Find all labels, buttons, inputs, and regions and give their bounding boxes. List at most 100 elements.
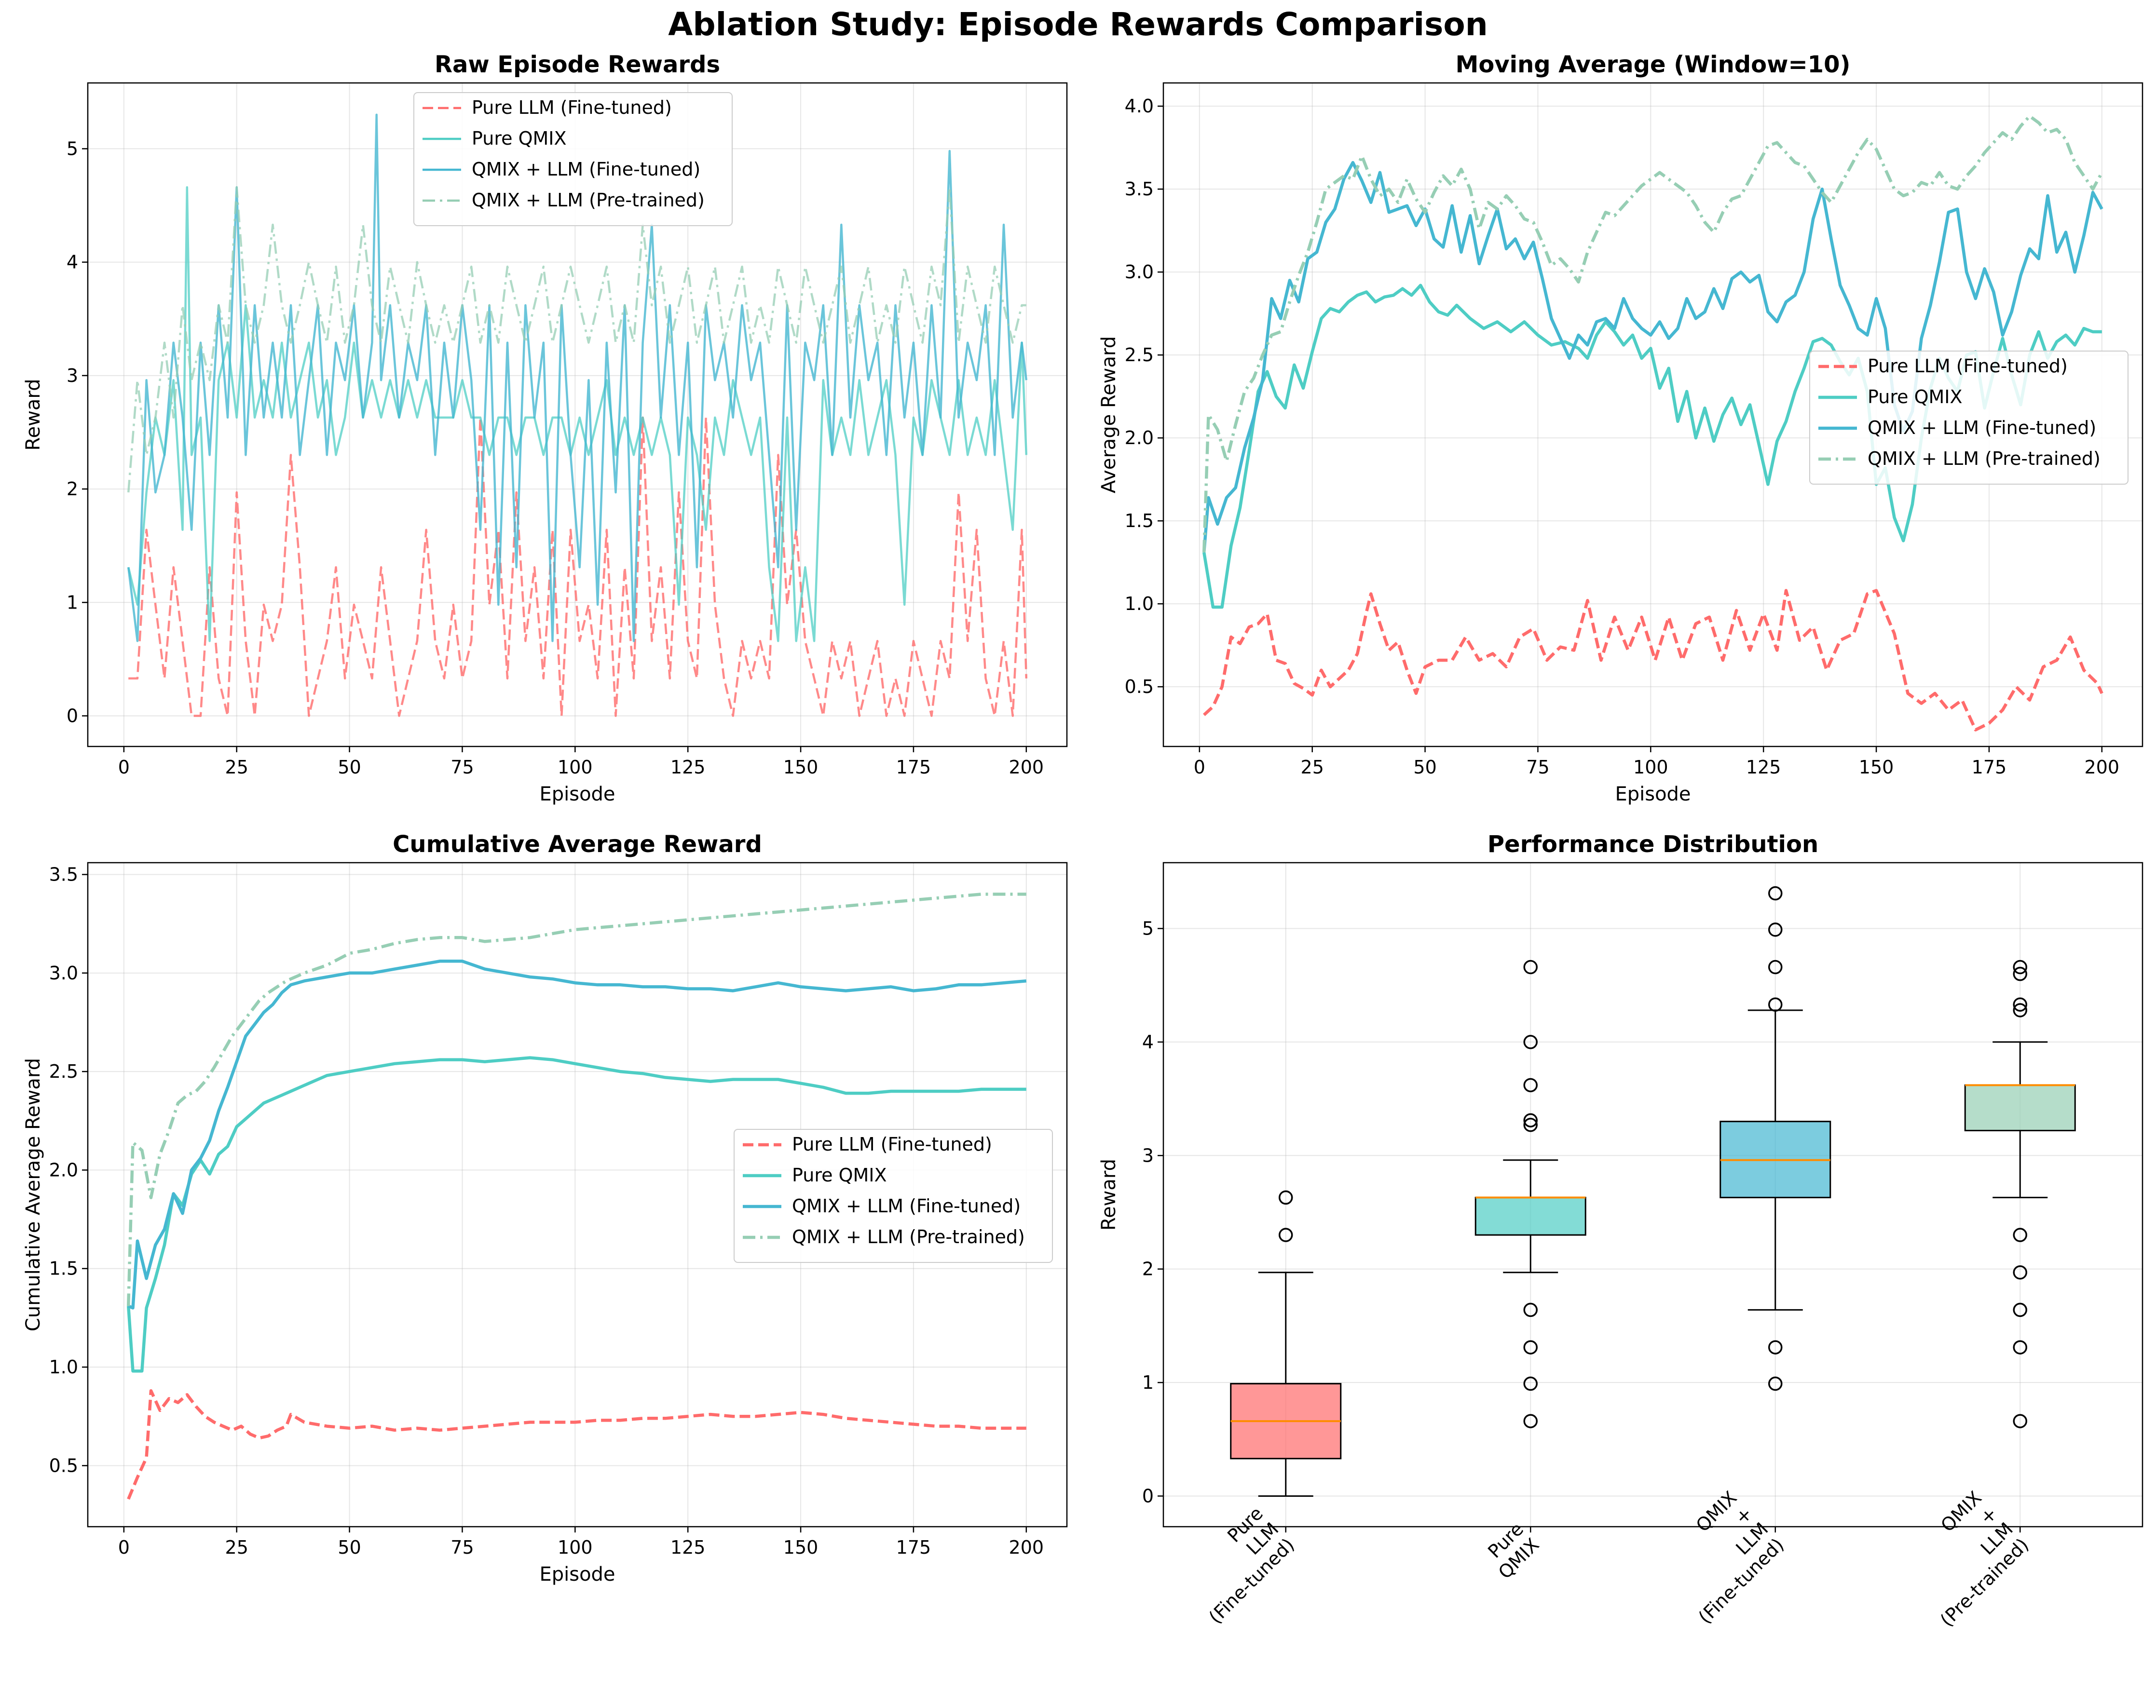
y-tick-label: 2	[1142, 1259, 1154, 1280]
y-tick-label: 0.5	[49, 1455, 78, 1476]
box-outlier	[1523, 1078, 1538, 1093]
box-outlier	[1279, 1228, 1293, 1242]
series-line	[127, 960, 1027, 1310]
legend-entry: QMIX + LLM (Fine-tuned)	[1868, 417, 2096, 438]
y-axis-label: Cumulative Average Reward	[22, 1058, 44, 1331]
y-tick-label: 1.5	[49, 1258, 78, 1279]
y-tick-label: 1.5	[1125, 510, 1154, 531]
box-outlier	[1523, 1035, 1538, 1049]
y-tick-label: 2.5	[49, 1061, 78, 1082]
series-line	[126, 1056, 1026, 1373]
box-outlier	[1768, 922, 1783, 937]
box-body	[1474, 1196, 1586, 1236]
x-tick-label: 150	[783, 1537, 819, 1558]
figure-title: Ablation Study: Episode Rewards Comparis…	[668, 6, 1488, 43]
x-tick-label: 100	[558, 757, 593, 778]
x-tick-label: 50	[338, 1537, 361, 1558]
x-tick-label: 50	[338, 757, 361, 778]
y-tick-label: 5	[1142, 918, 1154, 939]
box-outlier	[2013, 960, 2027, 975]
series-line	[1202, 114, 2103, 553]
legend-entry: QMIX + LLM (Fine-tuned)	[792, 1195, 1021, 1217]
box-outlier	[2013, 1265, 2027, 1280]
y-tick-label: 1.0	[1125, 593, 1154, 614]
box-outlier	[1523, 1376, 1538, 1391]
x-tick-label: 125	[670, 757, 706, 778]
legend-entry: QMIX + LLM (Pre-trained)	[792, 1226, 1025, 1247]
box-outlier	[1523, 1113, 1538, 1128]
x-tick-label: 75	[450, 757, 474, 778]
box-outlier	[2013, 1340, 2027, 1355]
y-tick-label: 3.5	[49, 864, 78, 885]
y-tick-label: 3	[67, 365, 78, 386]
x-tick-label: 25	[225, 757, 248, 778]
legend-entry: QMIX + LLM (Pre-trained)	[1868, 448, 2101, 469]
panel-cumulative: 0.5 1.0 1.5 2.0 2.5 3.0 3.5 0 25 50 75 100 125 150 175…	[22, 831, 1068, 1586]
y-tick-label: 3.5	[1125, 178, 1154, 200]
series-line	[1202, 589, 2103, 732]
x-tick-label: 25	[1301, 757, 1324, 778]
x-tick-label: 175	[1972, 757, 2007, 778]
box-outlier	[2013, 997, 2027, 1012]
y-tick-label: 2	[67, 478, 78, 500]
legend-entry: Pure LLM (Fine-tuned)	[792, 1134, 992, 1155]
x-tick-label: 0	[118, 1537, 130, 1558]
y-tick-label: 2.0	[1125, 427, 1154, 448]
box-outlier	[1523, 1302, 1538, 1317]
axes-frame	[1162, 862, 2143, 1528]
x-tick-label: 0	[1194, 757, 1205, 778]
series-line	[126, 893, 1026, 1306]
series-line	[127, 186, 1026, 493]
legend-entry: Pure LLM (Fine-tuned)	[472, 97, 672, 118]
box-outlier	[2013, 966, 2027, 981]
x-tick-label: PureQMIX	[1478, 1518, 1543, 1583]
y-tick-label: 5	[67, 138, 78, 159]
x-tick-label: 150	[783, 757, 819, 778]
x-tick-label: 125	[670, 1537, 706, 1558]
box-outlier	[1768, 1340, 1783, 1355]
box-outlier	[1523, 1117, 1538, 1132]
x-tick-label: PureLLM(Fine-tuned)	[1174, 1503, 1299, 1628]
box-outlier	[1768, 997, 1783, 1012]
panel-title: Cumulative Average Reward	[393, 831, 762, 858]
y-tick-label: 1	[67, 592, 78, 613]
y-axis-label: Reward	[22, 379, 44, 451]
legend-entry: Pure QMIX	[792, 1165, 887, 1186]
series-line	[1202, 161, 2103, 553]
panel-moving: 0.5 1.0 1.5 2.0 2.5 3.0 3.5 4.0 0 25 50 75 100 125 150…	[1098, 51, 2143, 805]
x-tick-label: QMIX+LLM(Fine-tuned)	[1647, 1487, 1788, 1628]
x-tick-label: 100	[1633, 757, 1668, 778]
panel-title: Moving Average (Window=10)	[1456, 51, 1851, 78]
series-line	[127, 1389, 1026, 1500]
legend-box	[734, 1129, 1053, 1263]
y-tick-label: 0.5	[1125, 676, 1154, 697]
y-tick-label: 4	[67, 252, 78, 273]
x-tick-label: 200	[1009, 1537, 1044, 1558]
panel-dist: 0 1 2 3 4 5 Performance Distribution Reward Pure…	[1098, 831, 2143, 1631]
y-tick-label: 4.0	[1125, 95, 1154, 117]
box-outlier	[2013, 1302, 2027, 1317]
x-tick-label: 150	[1859, 757, 1894, 778]
x-tick-label: 200	[1009, 757, 1044, 778]
axes-frame	[1162, 82, 2143, 747]
y-tick-label: 3.0	[49, 962, 78, 984]
x-tick-label: 175	[896, 1537, 931, 1558]
legend-box	[1809, 351, 2129, 485]
box-outlier	[1523, 960, 1538, 975]
box-outlier	[2013, 1003, 2027, 1017]
y-tick-label: 0	[1142, 1485, 1154, 1506]
x-tick-label: 100	[558, 1537, 593, 1558]
x-tick-label: 175	[896, 757, 931, 778]
legend-entry: QMIX + LLM (Fine-tuned)	[472, 159, 700, 180]
panel-title: Performance Distribution	[1487, 831, 1818, 858]
box-outlier	[2013, 1414, 2027, 1428]
axes-frame	[87, 862, 1068, 1528]
y-axis-label: Average Reward	[1098, 336, 1120, 493]
box-outlier	[1768, 886, 1783, 901]
y-tick-label: 2.0	[49, 1159, 78, 1180]
x-tick-label: 200	[2085, 757, 2120, 778]
y-tick-label: 1.0	[49, 1356, 78, 1378]
series-line	[128, 416, 1028, 717]
